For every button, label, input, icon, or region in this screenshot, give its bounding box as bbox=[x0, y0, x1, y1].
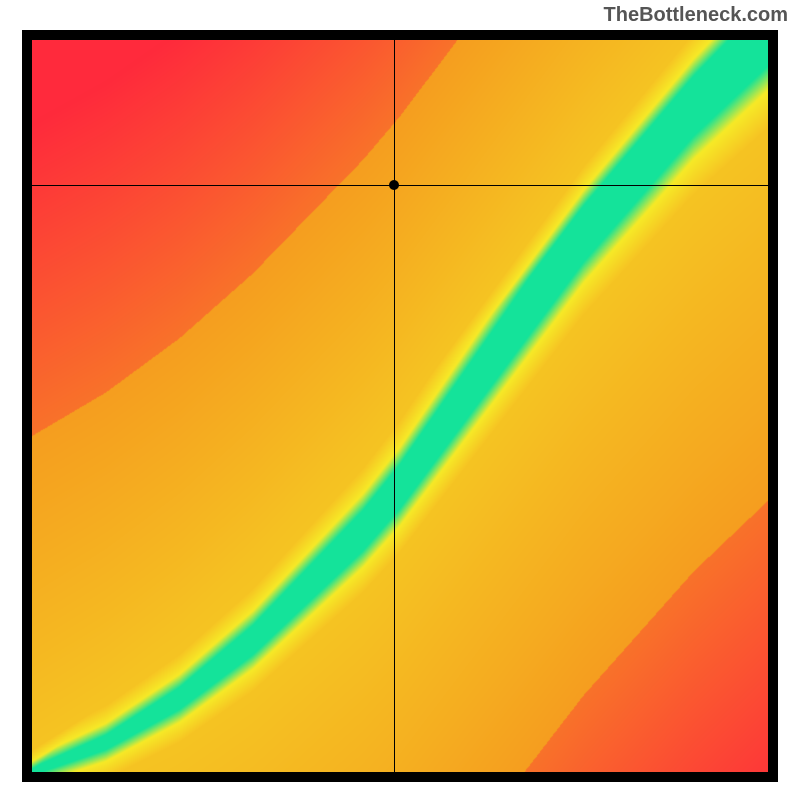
heatmap-plot bbox=[22, 30, 778, 782]
crosshair-vertical bbox=[394, 40, 395, 772]
heatmap-canvas bbox=[32, 40, 768, 772]
crosshair-horizontal bbox=[32, 185, 768, 186]
watermark-text: TheBottleneck.com bbox=[604, 4, 788, 27]
crosshair-marker bbox=[389, 180, 399, 190]
